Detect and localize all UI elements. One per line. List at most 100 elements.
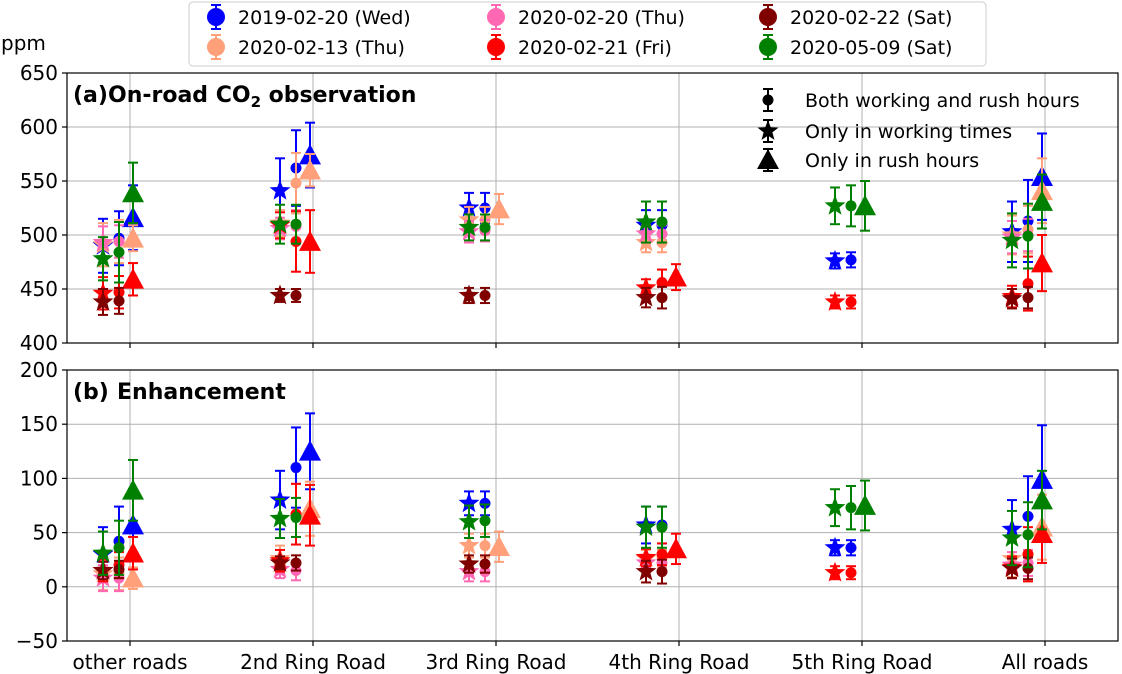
data-point — [824, 186, 846, 226]
star-marker — [635, 560, 657, 581]
data-point — [113, 286, 125, 315]
y-tick-label: 400 — [20, 331, 58, 355]
circle-marker — [290, 218, 302, 230]
triangle-marker — [1031, 252, 1053, 273]
circle-marker — [290, 289, 302, 301]
y-tick-label: 450 — [20, 277, 58, 301]
data-point — [488, 192, 510, 226]
y-tick-label: 150 — [20, 412, 58, 436]
marker-legend-item: Both working and rush hours — [762, 88, 1080, 112]
data-point — [458, 504, 480, 540]
data-point — [122, 566, 144, 590]
data-point — [824, 290, 846, 311]
x-tick-label: other roads — [72, 650, 187, 674]
star-marker — [458, 492, 480, 513]
y-tick-label: 600 — [20, 115, 58, 139]
data-point — [824, 249, 846, 270]
star-marker — [269, 284, 291, 305]
circle-marker — [479, 289, 491, 301]
star-marker — [458, 284, 480, 305]
data-point — [479, 503, 491, 538]
triangle-marker — [122, 514, 144, 535]
circle-marker — [1022, 230, 1034, 242]
data-point — [1022, 285, 1034, 310]
star-marker — [269, 179, 291, 200]
data-point — [122, 458, 144, 522]
circle-marker — [656, 277, 668, 289]
data-point — [845, 251, 857, 269]
triangle-marker — [854, 194, 876, 216]
circle-marker — [479, 497, 491, 509]
triangle-marker — [1031, 489, 1053, 510]
data-point — [269, 284, 291, 305]
data-point — [458, 284, 480, 305]
data-point — [458, 553, 480, 574]
star-marker — [458, 510, 480, 531]
star-marker — [92, 542, 114, 563]
x-tick-label: 3rd Ring Road — [425, 650, 566, 674]
y-tick-label: 650 — [20, 61, 58, 85]
star-marker — [269, 213, 291, 234]
data-point — [113, 221, 125, 284]
legend-circle-marker — [759, 8, 777, 26]
triangle-marker — [1031, 522, 1053, 544]
marker-legend-label: Only in working times — [805, 121, 1012, 143]
legend-circle-marker — [207, 38, 225, 56]
triangle-marker — [665, 266, 687, 287]
circle-marker — [845, 542, 857, 554]
x-tick-label: 4th Ring Road — [609, 650, 750, 674]
panel-label: (a) — [73, 83, 108, 108]
data-point — [656, 558, 668, 585]
y-tick-label: 0 — [45, 575, 58, 599]
y-tick-label: 500 — [20, 223, 58, 247]
star-marker — [824, 496, 846, 517]
marker-legend-item: Only in rush hours — [757, 148, 979, 172]
star-marker — [1001, 229, 1023, 250]
y-unit-label: ppm — [1, 31, 46, 55]
date-legend-item: 2020-02-20 (Thu) — [487, 4, 685, 30]
circle-marker — [845, 502, 857, 514]
data-point — [1031, 234, 1053, 293]
legend-circle-marker — [759, 38, 777, 56]
data-point — [92, 288, 114, 316]
circle-marker — [656, 292, 668, 304]
triangle-marker — [488, 198, 510, 219]
y-tick-label: −50 — [16, 629, 58, 653]
data-point — [290, 554, 302, 572]
star-marker — [824, 194, 846, 215]
data-point — [845, 184, 857, 228]
star-marker — [635, 516, 657, 537]
circle-marker — [113, 542, 125, 554]
circle-marker — [290, 511, 302, 523]
circle-marker — [479, 558, 491, 570]
data-point — [635, 559, 657, 584]
star-marker — [458, 216, 480, 237]
data-point — [1031, 173, 1053, 230]
date-legend-item: 2020-05-09 (Sat) — [759, 34, 952, 60]
data-point — [845, 539, 857, 557]
circle-marker — [845, 254, 857, 266]
date-legend-label: 2019-02-20 (Wed) — [238, 7, 411, 29]
star-marker — [1001, 527, 1023, 547]
data-point — [122, 262, 144, 297]
legend-circle-marker — [487, 38, 505, 56]
data-point — [122, 161, 144, 225]
triangle-marker — [299, 440, 321, 461]
data-point — [269, 497, 291, 540]
data-point — [1031, 469, 1053, 531]
marker-legend-item: Only in working times — [757, 119, 1012, 143]
date-legend-item: 2020-02-21 (Fri) — [487, 34, 672, 60]
marker-legend-label: Both working and rush hours — [805, 90, 1080, 112]
circle-marker — [656, 566, 668, 578]
star-marker — [824, 536, 846, 557]
data-point — [1022, 501, 1034, 569]
triangle-marker — [854, 494, 876, 515]
circle-marker — [1022, 562, 1034, 574]
data-point — [635, 200, 657, 244]
circle-marker — [656, 216, 668, 228]
data-point — [656, 285, 668, 310]
star-marker — [92, 247, 114, 268]
date-legend-label: 2020-02-22 (Sat) — [790, 7, 952, 29]
data-point — [290, 203, 302, 245]
circle-marker — [113, 246, 125, 258]
